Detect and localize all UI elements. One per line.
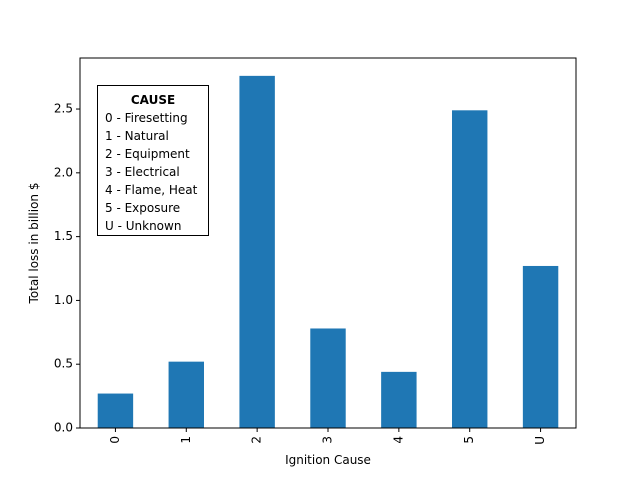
x-axis-label: Ignition Cause [285,453,371,467]
bar-5 [452,110,488,428]
x-axis: 0 1 2 3 4 5 U [108,428,547,445]
y-tick-label: 1.5 [54,229,73,243]
bar-2 [239,75,275,429]
legend-entry: 4 - Flame, Heat [105,183,198,197]
bar-0 [97,393,134,428]
legend-title: CAUSE [130,93,176,107]
x-tick-label: 2 [250,436,264,444]
x-tick-label: 5 [462,436,476,444]
x-tick-label: 0 [108,436,122,444]
y-tick-label: 0.5 [54,357,73,371]
bar-U [522,265,559,428]
x-tick-label: U [533,436,547,445]
bar-3 [310,328,346,428]
bar-1 [168,361,204,428]
legend-entry: 3 - Electrical [105,165,180,179]
y-tick-label: 2.0 [54,165,73,179]
bar-4 [381,371,417,428]
y-axis: 0.0 0.5 1.0 1.5 2.0 2.5 [54,102,80,435]
y-axis-label: Total loss in billion $ [27,183,41,305]
legend-entry: 0 - Firesetting [105,111,188,125]
legend-entry: U - Unknown [105,219,182,233]
legend-box: CAUSE 0 - Firesetting 1 - Natural 2 - Eq… [97,85,209,236]
legend-entry: 1 - Natural [105,129,169,143]
x-tick-label: 4 [391,436,405,444]
legend-entry: 5 - Exposure [105,201,181,215]
bars-group [97,75,559,429]
y-tick-label: 0.0 [54,421,73,435]
y-tick-label: 1.0 [54,293,73,307]
x-tick-label: 3 [321,436,335,444]
y-tick-label: 2.5 [54,102,73,116]
x-tick-label: 1 [179,436,193,444]
legend-entry: 2 - Equipment [105,147,190,161]
